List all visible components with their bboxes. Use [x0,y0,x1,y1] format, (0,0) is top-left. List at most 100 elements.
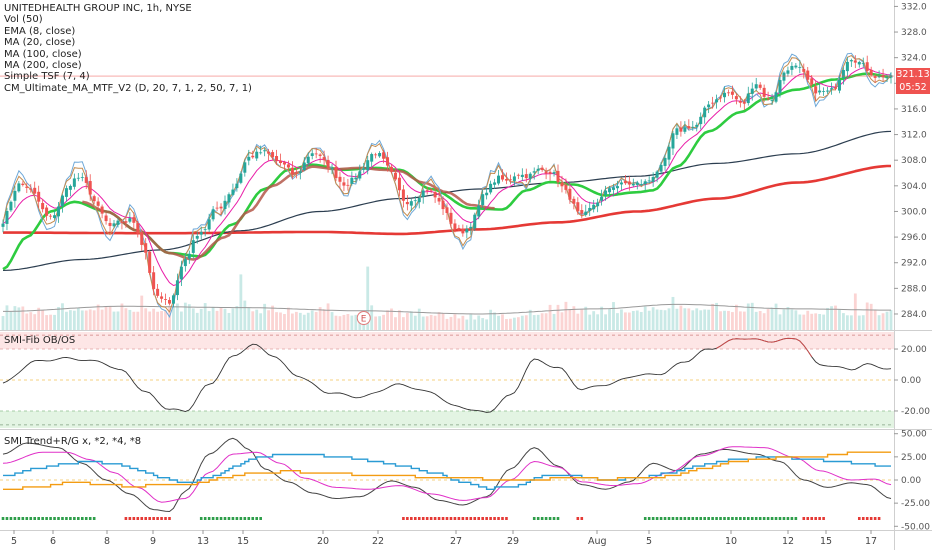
volume-bar [584,306,588,330]
volume-bar [53,314,56,330]
volume-bar [830,306,833,330]
volume-bar [564,301,568,330]
signal-dot [164,517,167,520]
candle-body [865,62,869,71]
volume-bar [255,309,259,330]
volume-bar [873,309,877,330]
smi-fib-label[interactable]: SMI-Fib OB/OS [4,335,76,346]
volume-bar [715,302,718,330]
candle-body [568,188,572,200]
legend-ema8[interactable]: EMA (8, close) [4,25,76,37]
signal-dot [659,517,663,520]
candle-body [160,296,164,299]
volume-bar [635,310,639,330]
signal-dot [857,517,861,520]
main-legend: UNITEDHEALTH GROUP INC, 1h, NYSE Vol (50… [4,3,252,94]
volume-bar [536,314,540,330]
legend-ma20[interactable]: MA (20, close) [4,37,76,49]
candle-body [33,187,37,194]
signal-dot [731,517,734,520]
volume-bar [671,296,675,330]
volume-bar [374,316,378,330]
smi-trend-line [2,437,892,513]
volume-bar [655,309,659,330]
volume-bar [842,313,845,330]
legend-ma200[interactable]: MA (200, close) [4,60,82,72]
price-tick-label: 296.0 [901,233,927,243]
candle-body [53,215,57,218]
volume-bar [560,312,564,330]
volume-bar [703,309,707,330]
signal-dot [532,517,536,520]
signal-dot [770,517,774,520]
volume-bar [691,310,695,330]
candle-body [619,182,623,185]
volume-bar [679,305,683,330]
volume-bar [263,303,267,330]
signal-dot [33,517,37,520]
signal-dot [699,517,703,520]
volume-bar [152,308,156,330]
volume-bar [707,309,711,330]
time-tick-label: 29 [507,536,519,547]
signal-dot [124,517,128,520]
signal-dot [818,517,821,520]
signal-dot [45,517,48,520]
signal-dot [457,517,461,520]
candle-body [49,215,53,217]
time-tick-label: 15 [820,536,832,547]
signal-dot [469,517,473,520]
volume-bar [354,314,358,330]
candle-body [116,220,120,225]
legend-cm-ultimate[interactable]: CM_Ultimate_MA_MTF_V2 (D, 20, 7, 1, 2, 5… [4,82,252,94]
signal-dot [861,517,865,520]
candle-body [631,183,635,186]
volume-bar [366,266,370,330]
candle-body [76,177,80,179]
candle-body [96,201,100,206]
smi-fib-overbought-segment [716,337,813,358]
candle-body [393,172,397,180]
volume-bar [156,311,160,330]
candle-body [429,189,433,191]
volume-bar [49,314,52,330]
volume-bar [120,303,124,330]
volume-bar [322,309,326,330]
volume-bar [778,314,782,330]
signal-dot [410,517,413,520]
volume-bar [21,306,25,330]
candle-body [885,77,889,79]
candle-body [152,272,156,290]
legend-vol[interactable]: Vol (50) [4,14,43,26]
volume-bar [334,315,338,330]
candle-body [108,222,112,226]
candle-body [572,198,576,204]
volume-bar [461,315,465,330]
signal-dot [69,517,72,520]
volume-bar [140,295,144,330]
volume-bar [592,311,596,330]
candle-body [104,215,108,222]
candle-body [719,97,723,99]
volume-bar [207,311,211,330]
signal-dot [802,517,806,520]
volume-bar [409,311,413,330]
legend-ma100[interactable]: MA (100, close) [4,48,82,60]
signal-dot [782,517,786,520]
candle-body [540,167,544,170]
volume-bar [620,309,623,330]
smi-trend-label[interactable]: SMI Trend+R/G x, *2, *4, *8 [4,436,142,447]
legend-tsf[interactable]: Simple TSF (7, 4) [4,71,90,83]
candle-body [199,231,203,235]
signal-dot [1,517,5,520]
signal-dot [461,517,465,520]
candle-body [532,171,536,173]
candle-body [592,204,596,210]
price-tick-label: 304.0 [901,182,927,192]
candle-body [425,190,429,191]
candle-body [564,184,568,190]
candle-body [370,154,374,162]
candle-body [497,175,501,184]
